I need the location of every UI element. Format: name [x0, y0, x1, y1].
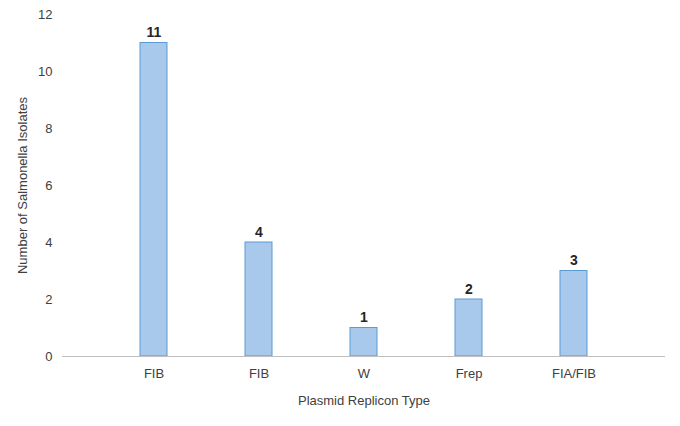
- svg-text:FIB: FIB: [249, 366, 269, 381]
- svg-text:Number of Salmonella Isolates: Number of Salmonella Isolates: [15, 96, 30, 274]
- svg-text:4: 4: [255, 224, 263, 240]
- svg-text:2: 2: [45, 292, 52, 307]
- svg-text:12: 12: [38, 7, 52, 22]
- svg-text:Plasmid Replicon Type: Plasmid Replicon Type: [298, 393, 430, 408]
- svg-text:6: 6: [45, 178, 52, 193]
- svg-text:FIB: FIB: [144, 366, 164, 381]
- svg-text:FIA/FIB: FIA/FIB: [552, 366, 596, 381]
- svg-text:0: 0: [45, 349, 52, 364]
- svg-text:W: W: [358, 366, 371, 381]
- svg-text:1: 1: [360, 309, 368, 325]
- svg-text:8: 8: [45, 121, 52, 136]
- svg-text:Frep: Frep: [456, 366, 483, 381]
- svg-text:3: 3: [570, 252, 578, 268]
- svg-text:2: 2: [465, 281, 473, 297]
- svg-text:4: 4: [45, 235, 52, 250]
- svg-text:10: 10: [38, 64, 52, 79]
- svg-text:11: 11: [147, 24, 162, 40]
